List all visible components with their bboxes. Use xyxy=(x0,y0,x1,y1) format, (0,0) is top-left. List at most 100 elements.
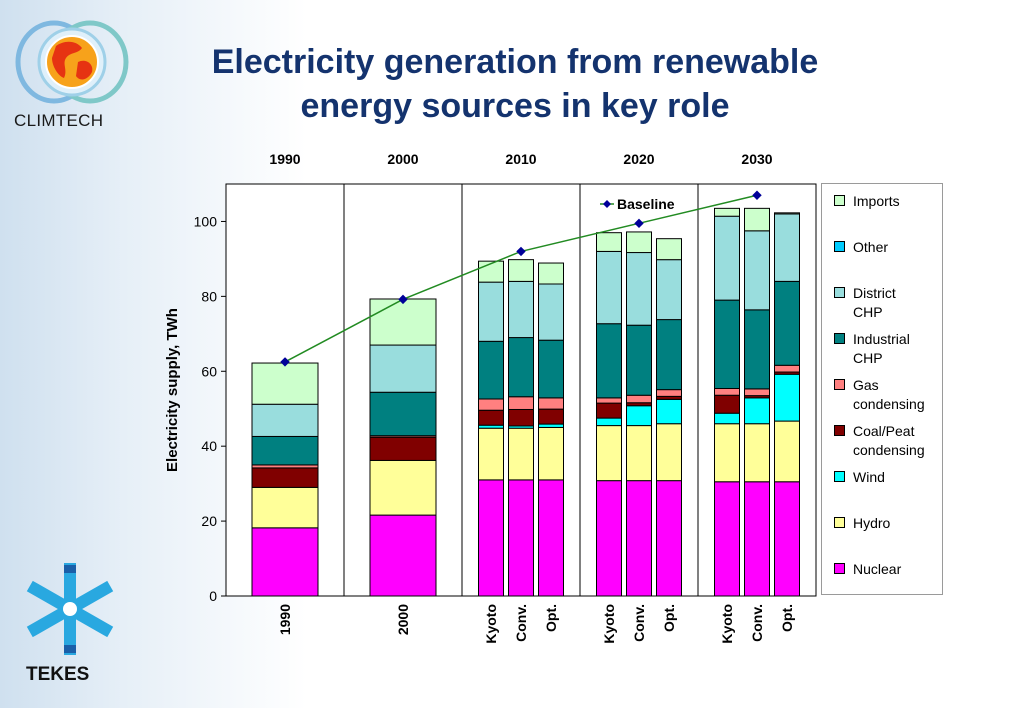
bar-segment-district-chp xyxy=(596,250,622,325)
group-header-label: 2000 xyxy=(387,151,418,167)
group-header-label: 2020 xyxy=(623,151,654,167)
y-tick-label: 80 xyxy=(201,288,217,304)
x-category-label: 1990 xyxy=(277,604,293,635)
legend-label: District CHP xyxy=(853,285,896,320)
bar-segment-district-chp xyxy=(369,344,437,393)
bar-segment-imports xyxy=(508,259,534,282)
bar-segment-industrial-chp xyxy=(596,323,622,399)
bar-segment-district-chp xyxy=(508,280,534,339)
bar-segment-wind xyxy=(774,373,800,422)
slide-title: Electricity generation from renewable en… xyxy=(150,40,880,128)
baseline-point xyxy=(634,218,644,229)
bar-segment-imports xyxy=(714,207,740,217)
bar-segment-hydro xyxy=(626,425,652,482)
bar-segment-hydro xyxy=(508,427,534,481)
climtech-logo-text: CLIMTECH xyxy=(14,111,104,130)
bar-segment-wind xyxy=(538,423,564,428)
y-axis-label: Electricity supply, TWh xyxy=(164,308,181,472)
legend-label: Coal/Peat condensing xyxy=(853,423,925,458)
bar-segment-nuclear xyxy=(508,479,534,597)
legend-label: Industrial CHP xyxy=(853,331,910,366)
baseline-legend-label: Baseline xyxy=(617,196,675,212)
bar-segment-imports xyxy=(626,231,652,254)
bar-segment-wind xyxy=(656,398,682,425)
y-tick-label: 20 xyxy=(201,513,217,529)
legend-swatch xyxy=(834,471,845,482)
legend-label: Imports xyxy=(853,193,900,209)
legend-label: Nuclear xyxy=(853,561,902,577)
x-category-label: 2000 xyxy=(395,604,411,635)
bar-segment-district-chp xyxy=(626,252,652,326)
group-header-label: 1990 xyxy=(269,151,300,167)
legend-label: Wind xyxy=(853,469,885,485)
bar-segment-gas-condensing xyxy=(478,398,504,411)
x-category-label: Conv. xyxy=(749,604,765,642)
x-category-label: Conv. xyxy=(631,604,647,642)
bar-segment-district-chp xyxy=(656,259,682,321)
bar-segment-wind xyxy=(596,417,622,427)
bar-segment-gas-condensing xyxy=(538,397,564,410)
bar-segment-hydro xyxy=(538,426,564,481)
x-category-label: Opt. xyxy=(543,604,559,632)
bar-segment-district-chp xyxy=(744,230,770,311)
y-tick-label: 100 xyxy=(194,213,218,229)
bar-segment-industrial-chp xyxy=(369,391,437,437)
chart-legend: Imports Other District CHP Industrial CHP Ga… xyxy=(821,183,943,595)
bar-segment-nuclear xyxy=(478,479,504,597)
legend-swatch xyxy=(834,517,845,528)
bar-segment-industrial-chp xyxy=(508,337,534,398)
y-tick-label: 0 xyxy=(209,588,217,604)
legend-swatch xyxy=(834,241,845,252)
bar-segment-hydro xyxy=(251,486,319,529)
group-header-label: 2010 xyxy=(505,151,536,167)
legend-swatch xyxy=(834,287,845,298)
bar-segment-hydro xyxy=(596,425,622,482)
legend-label: Gas condensing xyxy=(853,377,925,412)
legend-swatch xyxy=(834,425,845,436)
y-tick-label: 60 xyxy=(201,363,217,379)
bar-segment-coal-peat-condensing xyxy=(478,409,504,426)
legend-swatch xyxy=(834,195,845,206)
bar-segment-wind xyxy=(626,405,652,427)
bar-segment-hydro xyxy=(714,423,740,483)
bar-segment-nuclear xyxy=(369,514,437,597)
group-header-label: 2030 xyxy=(741,151,772,167)
tekes-logo-text: TEKES xyxy=(26,664,90,685)
bar-segment-imports xyxy=(251,362,319,405)
bar-segment-gas-condensing xyxy=(774,364,800,373)
bar-segment-coal-peat-condensing xyxy=(369,436,437,461)
bar-segment-gas-condensing xyxy=(744,388,770,397)
bar-segment-industrial-chp xyxy=(626,324,652,396)
bar-segment-nuclear xyxy=(744,481,770,597)
bar-segment-imports xyxy=(596,232,622,252)
bar-segment-hydro xyxy=(774,420,800,483)
bar-segment-gas-condensing xyxy=(596,397,622,404)
bar-segment-nuclear xyxy=(656,480,682,597)
bar-segment-nuclear xyxy=(626,480,652,597)
legend-swatch xyxy=(834,379,845,390)
bar-segment-gas-condensing xyxy=(508,396,534,410)
bar-segment-hydro xyxy=(656,423,682,482)
x-category-label: Kyoto xyxy=(601,604,617,644)
bar-segment-district-chp xyxy=(774,213,800,282)
bar-segment-industrial-chp xyxy=(251,435,319,466)
x-category-label: Conv. xyxy=(513,604,529,642)
bar-segment-industrial-chp xyxy=(744,309,770,390)
x-category-label: Opt. xyxy=(661,604,677,632)
bar-segment-industrial-chp xyxy=(538,339,564,399)
climtech-globe-logo xyxy=(15,20,129,104)
bar-segment-hydro xyxy=(744,423,770,483)
legend-swatch xyxy=(834,333,845,344)
legend-swatch xyxy=(834,563,845,574)
bar-segment-nuclear xyxy=(774,481,800,597)
baseline-point xyxy=(752,190,762,200)
bar-segment-imports xyxy=(538,262,564,285)
bar-segment-coal-peat-condensing xyxy=(596,402,622,419)
bar-segment-coal-peat-condensing xyxy=(508,408,534,427)
bar-segment-industrial-chp xyxy=(656,319,682,391)
bar-segment-nuclear xyxy=(714,481,740,597)
bar-segment-district-chp xyxy=(251,403,319,437)
bar-segment-imports xyxy=(369,298,437,346)
